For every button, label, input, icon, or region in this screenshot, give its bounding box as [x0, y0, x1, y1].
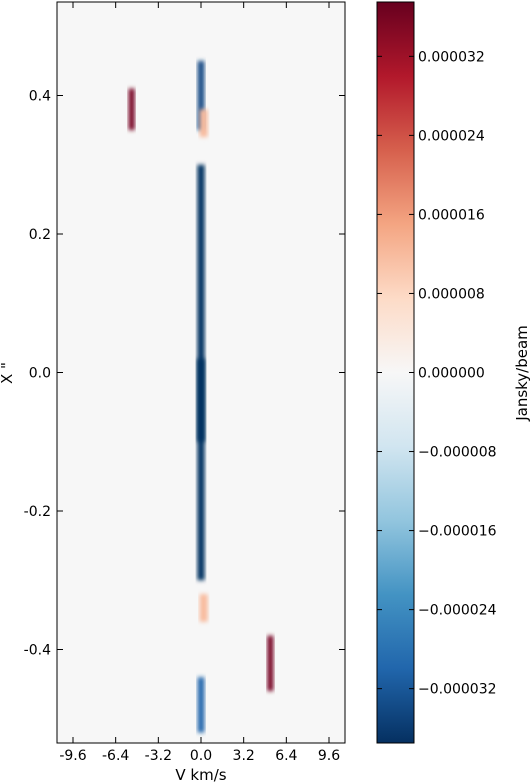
x-axis-label: V km/s — [175, 766, 226, 782]
y-tick-label: -0.4 — [24, 643, 51, 659]
heatmap-feature — [197, 164, 205, 442]
x-tick-label: 3.2 — [233, 748, 255, 764]
heatmap-feature — [197, 60, 205, 131]
heatmap-feature — [199, 109, 208, 138]
colorbar-label: Jansky/beam — [513, 325, 531, 422]
heatmap-feature — [199, 594, 208, 622]
x-tick-label: -9.6 — [59, 748, 86, 764]
heatmap-feature — [128, 88, 135, 131]
colorbar-tick-label: 0.000008 — [418, 286, 485, 302]
colorbar-tick-label: 0.000000 — [418, 366, 485, 382]
colorbar-tick-label: 0.000016 — [418, 207, 485, 223]
x-tick-label: -6.4 — [102, 748, 129, 764]
y-tick-label: 0.4 — [29, 88, 51, 104]
y-tick-label: -0.2 — [24, 504, 51, 520]
colorbar-gradient — [377, 2, 414, 743]
heatmap-feature — [197, 677, 205, 733]
colorbar-tick-label: −0.000024 — [418, 603, 497, 619]
plot-area: -9.6 -6.4 -3.2 0.0 3.2 6.4 9.6 0.4 0.2 0.0 -0.2 -0… — [0, 1, 346, 782]
colorbar-tick-label: −0.000032 — [418, 682, 497, 698]
x-tick-label: 0.0 — [190, 748, 212, 764]
y-tick-label: 0.0 — [29, 366, 51, 382]
heatmap-feature — [267, 635, 274, 692]
y-axis-ticks: 0.4 0.2 0.0 -0.2 -0.4 — [24, 88, 345, 659]
colorbar-tick-label: 0.000024 — [418, 128, 485, 144]
colorbar-tick-label: −0.000016 — [418, 524, 497, 540]
colorbar-tick-label: 0.000032 — [418, 49, 485, 65]
heatmap-feature — [197, 358, 205, 581]
colorbar-ticks: 0.000032 0.000024 0.000016 0.000008 0.000000… — [377, 49, 497, 698]
heatmap-features — [128, 60, 274, 733]
x-tick-label: 9.6 — [318, 748, 340, 764]
colorbar-tick-label: −0.000008 — [418, 445, 497, 461]
x-tick-label: 6.4 — [275, 748, 297, 764]
y-tick-label: 0.2 — [29, 227, 51, 243]
x-axis-ticks: -9.6 -6.4 -3.2 0.0 3.2 6.4 9.6 — [59, 2, 340, 764]
y-axis-label: X " — [0, 362, 16, 384]
colorbar: 0.000032 0.000024 0.000016 0.000008 0.000000… — [376, 1, 531, 744]
x-tick-label: -3.2 — [145, 748, 172, 764]
